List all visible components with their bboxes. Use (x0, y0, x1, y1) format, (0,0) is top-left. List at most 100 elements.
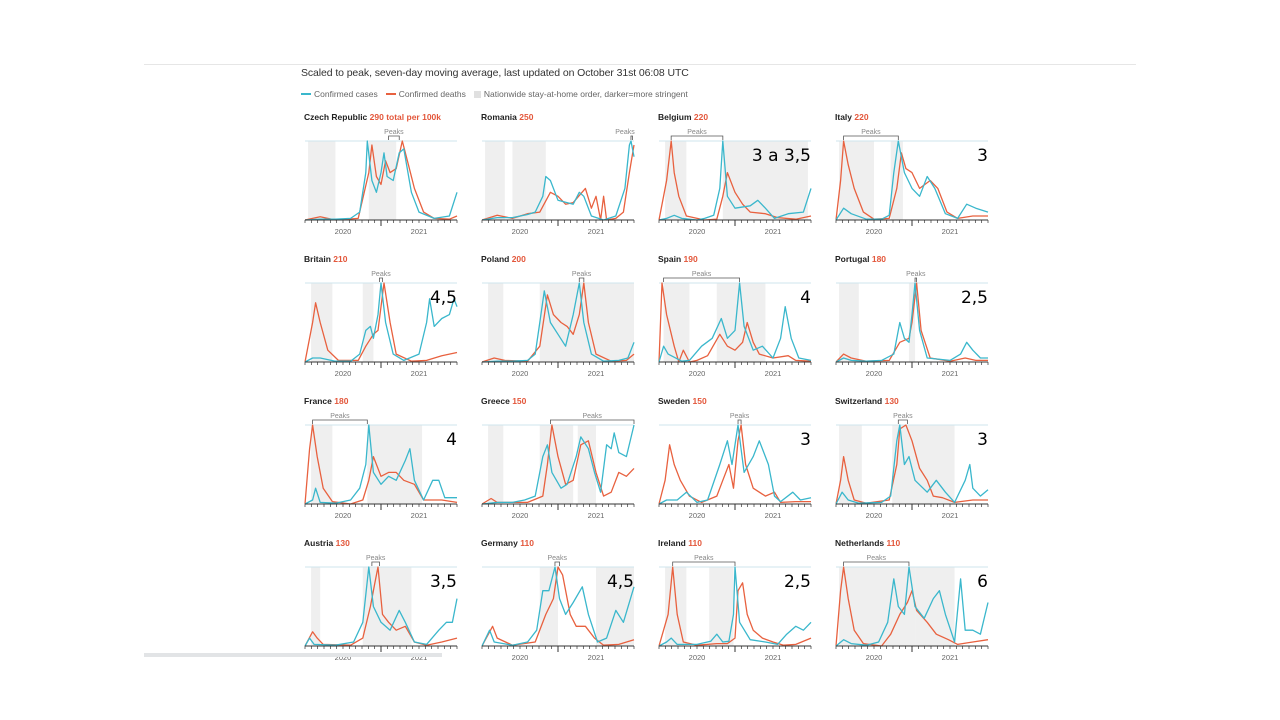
country-panel: Sweden 150 Peaks 2020 2021 3 (654, 392, 819, 527)
peaks-label: Peaks (366, 555, 386, 562)
x-tick-label: 2021 (411, 511, 428, 520)
country-chart: Peaks 2020 2021 (481, 555, 635, 662)
peaks-label: Peaks (615, 129, 635, 136)
legend-item-cases: Confirmed cases (301, 89, 378, 99)
legend-swatch-deaths (385, 93, 396, 95)
x-tick-label: 2020 (866, 653, 883, 662)
cases-line (658, 140, 812, 221)
cases-line (835, 424, 989, 505)
country-chart: Peaks 2020 2021 (481, 271, 635, 378)
peaks-bracket (843, 135, 899, 140)
peaks-label: Peaks (548, 555, 568, 562)
country-panel: Austria 130 Peaks 2020 2021 3,5 (300, 534, 465, 669)
lockdown-band (577, 425, 596, 504)
cases-line (658, 282, 812, 363)
country-name: Germany (481, 538, 521, 548)
country-chart: Peaks 2020 2021 (835, 129, 989, 236)
country-name: Portugal (835, 254, 872, 264)
deaths-line (835, 566, 989, 647)
peaks-bracket (630, 135, 633, 140)
country-chart: Peaks 2020 2021 (835, 271, 989, 378)
country-panel: Romania 250 Peaks 2020 2021 (477, 108, 642, 243)
x-tick-label: 2021 (942, 653, 959, 662)
deaths-line (835, 140, 988, 221)
country-panel: Greece 150 Peaks 2020 2021 (477, 392, 642, 527)
legend: Confirmed cases Confirmed deaths Nationw… (301, 89, 688, 99)
peaks-bracket (371, 561, 380, 566)
country-chart: Peaks 2020 2021 (658, 413, 812, 520)
country-panel: Czech Republic 290 total per 100k Peaks 20… (300, 108, 465, 243)
peaks-bracket (379, 277, 383, 282)
country-title: Austria 130 (304, 538, 350, 548)
country-title: Poland 200 (481, 254, 526, 264)
lockdown-band (722, 141, 808, 220)
legend-swatch-lockdown (473, 90, 481, 98)
x-tick-label: 2020 (689, 227, 706, 236)
cases-line (658, 424, 812, 505)
country-value: 150 (692, 396, 707, 406)
lockdown-band (488, 425, 504, 504)
x-tick-label: 2020 (866, 227, 883, 236)
rating-annotation: 4 (800, 288, 811, 308)
country-name: Belgium (658, 112, 694, 122)
legend-label-cases: Confirmed cases (314, 89, 378, 99)
legend-swatch-cases (301, 93, 311, 95)
cases-line (481, 566, 635, 647)
country-value: 150 (512, 396, 527, 406)
x-tick-label: 2020 (866, 369, 883, 378)
peaks-bracket (672, 561, 736, 566)
legend-label-lockdown: Nationwide stay-at-home order, darker=mo… (483, 89, 688, 99)
country-value: 130 (884, 396, 899, 406)
rating-annotation: 3 a 3,5 (751, 146, 811, 166)
x-tick-label: 2020 (512, 511, 529, 520)
country-name: Switzerland (835, 396, 885, 406)
rating-annotation: 4,5 (429, 288, 457, 308)
peaks-bracket (897, 419, 908, 424)
peaks-label: Peaks (371, 271, 391, 278)
rating-annotation: 6 (977, 572, 988, 592)
cases-line (658, 566, 812, 647)
country-chart: Peaks 2020 2021 (304, 413, 458, 520)
x-tick-label: 2020 (689, 653, 706, 662)
x-tick-label: 2021 (588, 653, 605, 662)
cases-line (481, 424, 635, 505)
x-tick-label: 2020 (335, 653, 352, 662)
country-name: Greece (481, 396, 513, 406)
country-value: 180 (334, 396, 349, 406)
x-tick-label: 2021 (411, 227, 428, 236)
peaks-bracket (843, 561, 910, 566)
country-chart: Peaks 2020 2021 (481, 129, 635, 236)
country-name: France (304, 396, 335, 406)
legend-item-deaths: Confirmed deaths (385, 89, 466, 99)
peaks-bracket (388, 135, 400, 140)
rating-annotation: 4 (446, 430, 457, 450)
lockdown-band (839, 283, 859, 362)
lockdown-band (311, 567, 321, 646)
x-tick-label: 2021 (765, 369, 782, 378)
country-title: Italy 220 (835, 112, 869, 122)
peaks-label: Peaks (730, 413, 750, 420)
country-value: 250 (519, 112, 534, 122)
lockdown-band (839, 567, 916, 646)
country-value: 180 (871, 254, 887, 264)
rating-annotation: 3 (800, 430, 811, 450)
country-chart: Peaks 2020 2021 (304, 129, 458, 236)
country-chart: Peaks 2020 2021 (304, 555, 458, 662)
rating-annotation: 3 (977, 430, 988, 450)
lockdown-band (485, 141, 505, 220)
x-tick-label: 2021 (765, 511, 782, 520)
horizontal-scrollbar[interactable] (144, 653, 442, 657)
deaths-line (304, 282, 458, 363)
x-tick-label: 2021 (765, 653, 782, 662)
x-tick-label: 2021 (588, 227, 605, 236)
peaks-label: Peaks (861, 129, 881, 136)
deaths-line (481, 144, 635, 221)
lockdown-band (362, 283, 374, 362)
rating-annotation: 2,5 (783, 572, 811, 592)
deaths-line (304, 140, 458, 221)
country-title: Spain 190 (658, 254, 698, 264)
x-tick-label: 2020 (512, 653, 529, 662)
country-chart: Peaks 2020 2021 (481, 413, 635, 520)
peaks-bracket (578, 277, 585, 282)
country-panel: Ireland 110 Peaks 2020 2021 2,5 (654, 534, 819, 669)
